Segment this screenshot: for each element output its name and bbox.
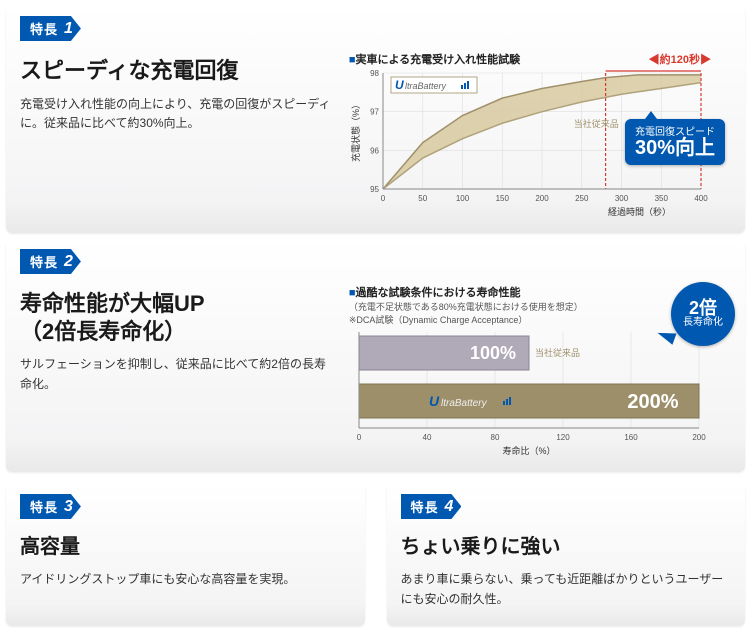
feature-badge-4: 特長 4	[401, 494, 462, 519]
svg-text:150: 150	[495, 194, 509, 203]
chart1-red-annot: ◀約120秒▶	[649, 51, 711, 67]
feature3-body: アイドリングストップ車にも安心な高容量を実現。	[20, 570, 351, 590]
svg-text:100%: 100%	[470, 343, 516, 363]
svg-text:100: 100	[456, 194, 470, 203]
life-callout: 2倍 長寿命化	[671, 282, 735, 346]
svg-text:400: 400	[694, 194, 708, 203]
svg-text:250: 250	[575, 194, 589, 203]
speed-callout: 充電回復スピード 30%向上	[625, 119, 725, 165]
feature-card-1: 特長 1 スピーディな充電回復 充電受け入れ性能の向上により、充電の回復がスピー…	[6, 6, 745, 233]
feature-badge-2: 特長 2	[20, 249, 81, 274]
badge-label: 特長	[30, 19, 58, 38]
svg-text:50: 50	[418, 194, 427, 203]
callout-line1: 充電回復スピード	[635, 123, 715, 138]
feature-badge-1: 特長 1	[20, 16, 81, 41]
svg-text:当社従来品: 当社従来品	[535, 347, 580, 358]
feature2-text: 寿命性能が大幅UP （2倍長寿命化） サルフェーションを抑制し、従来品に比べて約…	[20, 284, 333, 456]
svg-text:当社従来品: 当社従来品	[574, 118, 619, 129]
badge-number: 2	[64, 253, 73, 271]
svg-text:U: U	[395, 78, 404, 92]
feature4-title: ちょい乗りに強い	[401, 535, 732, 560]
svg-text:120: 120	[556, 433, 570, 442]
badge-label: 特長	[30, 497, 58, 516]
svg-text:98: 98	[370, 69, 379, 78]
chart1-title: ■実車による充電受け入れ性能試験	[349, 51, 520, 67]
svg-text:80: 80	[490, 433, 499, 442]
feature2-chart-area: ■過酷な試験条件における寿命性能 （充電不足状態である80%充電状態における使用…	[349, 284, 731, 456]
circle-line1: 2倍	[689, 299, 717, 317]
feature2-body: サルフェーションを抑制し、従来品に比べて約2倍の長寿命化。	[20, 355, 333, 395]
svg-text:ltraBattery: ltraBattery	[441, 398, 488, 409]
feature4-body: あまり車に乗らない、乗っても近距離ばかりというユーザーにも安心の耐久性。	[401, 570, 732, 610]
feature1-body: 充電受け入れ性能の向上により、充電の回復がスピーディに。従来品に比べて約30%向…	[20, 95, 333, 135]
badge-label: 特長	[411, 497, 439, 516]
svg-text:300: 300	[615, 194, 629, 203]
svg-text:0: 0	[381, 194, 386, 203]
feature-card-3: 特長 3 高容量 アイドリングストップ車にも安心な高容量を実現。	[6, 484, 365, 626]
bar-chart: 0 40 80 120 160 200 100% 当社従来品 UltraBattery 200% 寿…	[349, 326, 709, 456]
svg-text:97: 97	[370, 108, 379, 117]
svg-text:200: 200	[692, 433, 706, 442]
svg-text:40: 40	[422, 433, 431, 442]
svg-text:ltraBattery: ltraBattery	[405, 81, 447, 91]
circle-line2: 長寿命化	[683, 317, 723, 329]
badge-number: 4	[445, 498, 454, 516]
feature1-title: スピーディな充電回復	[20, 57, 333, 85]
svg-text:350: 350	[654, 194, 668, 203]
svg-text:経過時間（秒）: 経過時間（秒）	[608, 206, 671, 217]
badge-number: 3	[64, 498, 73, 516]
badge-number: 1	[64, 20, 73, 38]
feature-card-2: 特長 2 寿命性能が大幅UP （2倍長寿命化） サルフェーションを抑制し、従来品…	[6, 239, 745, 472]
svg-text:寿命比（%）: 寿命比（%）	[502, 445, 555, 456]
svg-text:U: U	[429, 393, 440, 409]
feature-badge-3: 特長 3	[20, 494, 81, 519]
badge-label: 特長	[30, 252, 58, 271]
svg-text:200: 200	[535, 194, 549, 203]
svg-text:充電状態（%）: 充電状態（%）	[350, 100, 361, 162]
svg-text:160: 160	[624, 433, 638, 442]
callout-line2: 30%向上	[635, 138, 715, 159]
feature1-text: スピーディな充電回復 充電受け入れ性能の向上により、充電の回復がスピーディに。従…	[20, 51, 333, 217]
feature1-chart-area: ■実車による充電受け入れ性能試験 ◀約120秒▶ 95 96 97 98 0 50 100 1…	[349, 51, 731, 217]
svg-text:200%: 200%	[627, 391, 678, 413]
feature-card-4: 特長 4 ちょい乗りに強い あまり車に乗らない、乗っても近距離ばかりというユーザ…	[387, 484, 746, 626]
feature2-title: 寿命性能が大幅UP （2倍長寿命化）	[20, 290, 333, 345]
feature3-title: 高容量	[20, 535, 351, 560]
chart2-title: ■過酷な試験条件における寿命性能	[349, 284, 731, 300]
svg-text:95: 95	[370, 185, 379, 194]
svg-text:0: 0	[357, 433, 362, 442]
svg-text:96: 96	[370, 146, 379, 155]
